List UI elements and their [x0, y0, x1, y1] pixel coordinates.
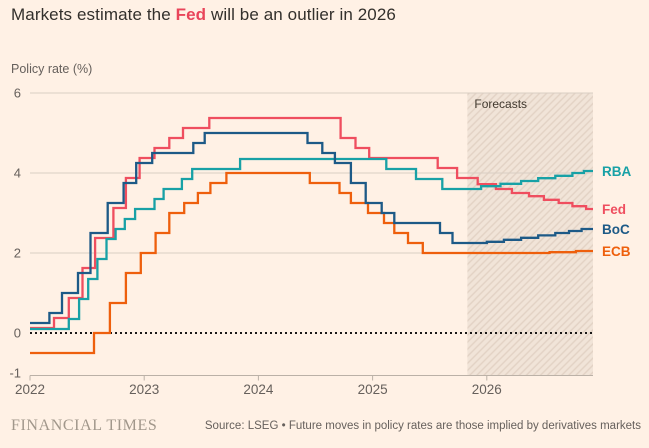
title-highlight: Fed — [175, 5, 207, 24]
legend-label-fed: Fed — [602, 202, 626, 217]
x-tick-label: 2023 — [129, 382, 159, 397]
title-prefix: Markets estimate the — [11, 5, 176, 24]
y-tick-label: 0 — [14, 326, 21, 341]
x-tick-label: 2024 — [243, 382, 274, 397]
y-tick-label: -1 — [9, 366, 21, 381]
legend-label-ecb: ECB — [602, 244, 631, 259]
y-tick-label: 6 — [14, 86, 21, 101]
legend-label-rba: RBA — [602, 164, 631, 179]
axis-title: Policy rate (%) — [11, 62, 93, 76]
forecast-band — [467, 93, 593, 376]
ft-logo: FINANCIAL TIMES — [11, 417, 158, 434]
series-line-boc — [30, 131, 593, 325]
forecast-label: Forecasts — [474, 97, 527, 111]
x-tick-label: 2025 — [358, 382, 388, 397]
series-line-rba — [30, 157, 593, 331]
series-line-fed — [30, 116, 593, 330]
x-tick-label: 2022 — [15, 382, 45, 397]
legend-label-boc: BoC — [602, 222, 630, 237]
title-suffix: will be an outlier in 2026 — [206, 5, 396, 24]
y-tick-label: 4 — [14, 166, 21, 181]
y-tick-label: 2 — [14, 246, 21, 261]
source-note: Source: LSEG • Future moves in policy ra… — [204, 420, 641, 432]
page-title: Markets estimate the Fed will be an outl… — [11, 5, 396, 25]
series-line-ecb — [30, 171, 593, 355]
x-tick-label: 2026 — [472, 382, 502, 397]
